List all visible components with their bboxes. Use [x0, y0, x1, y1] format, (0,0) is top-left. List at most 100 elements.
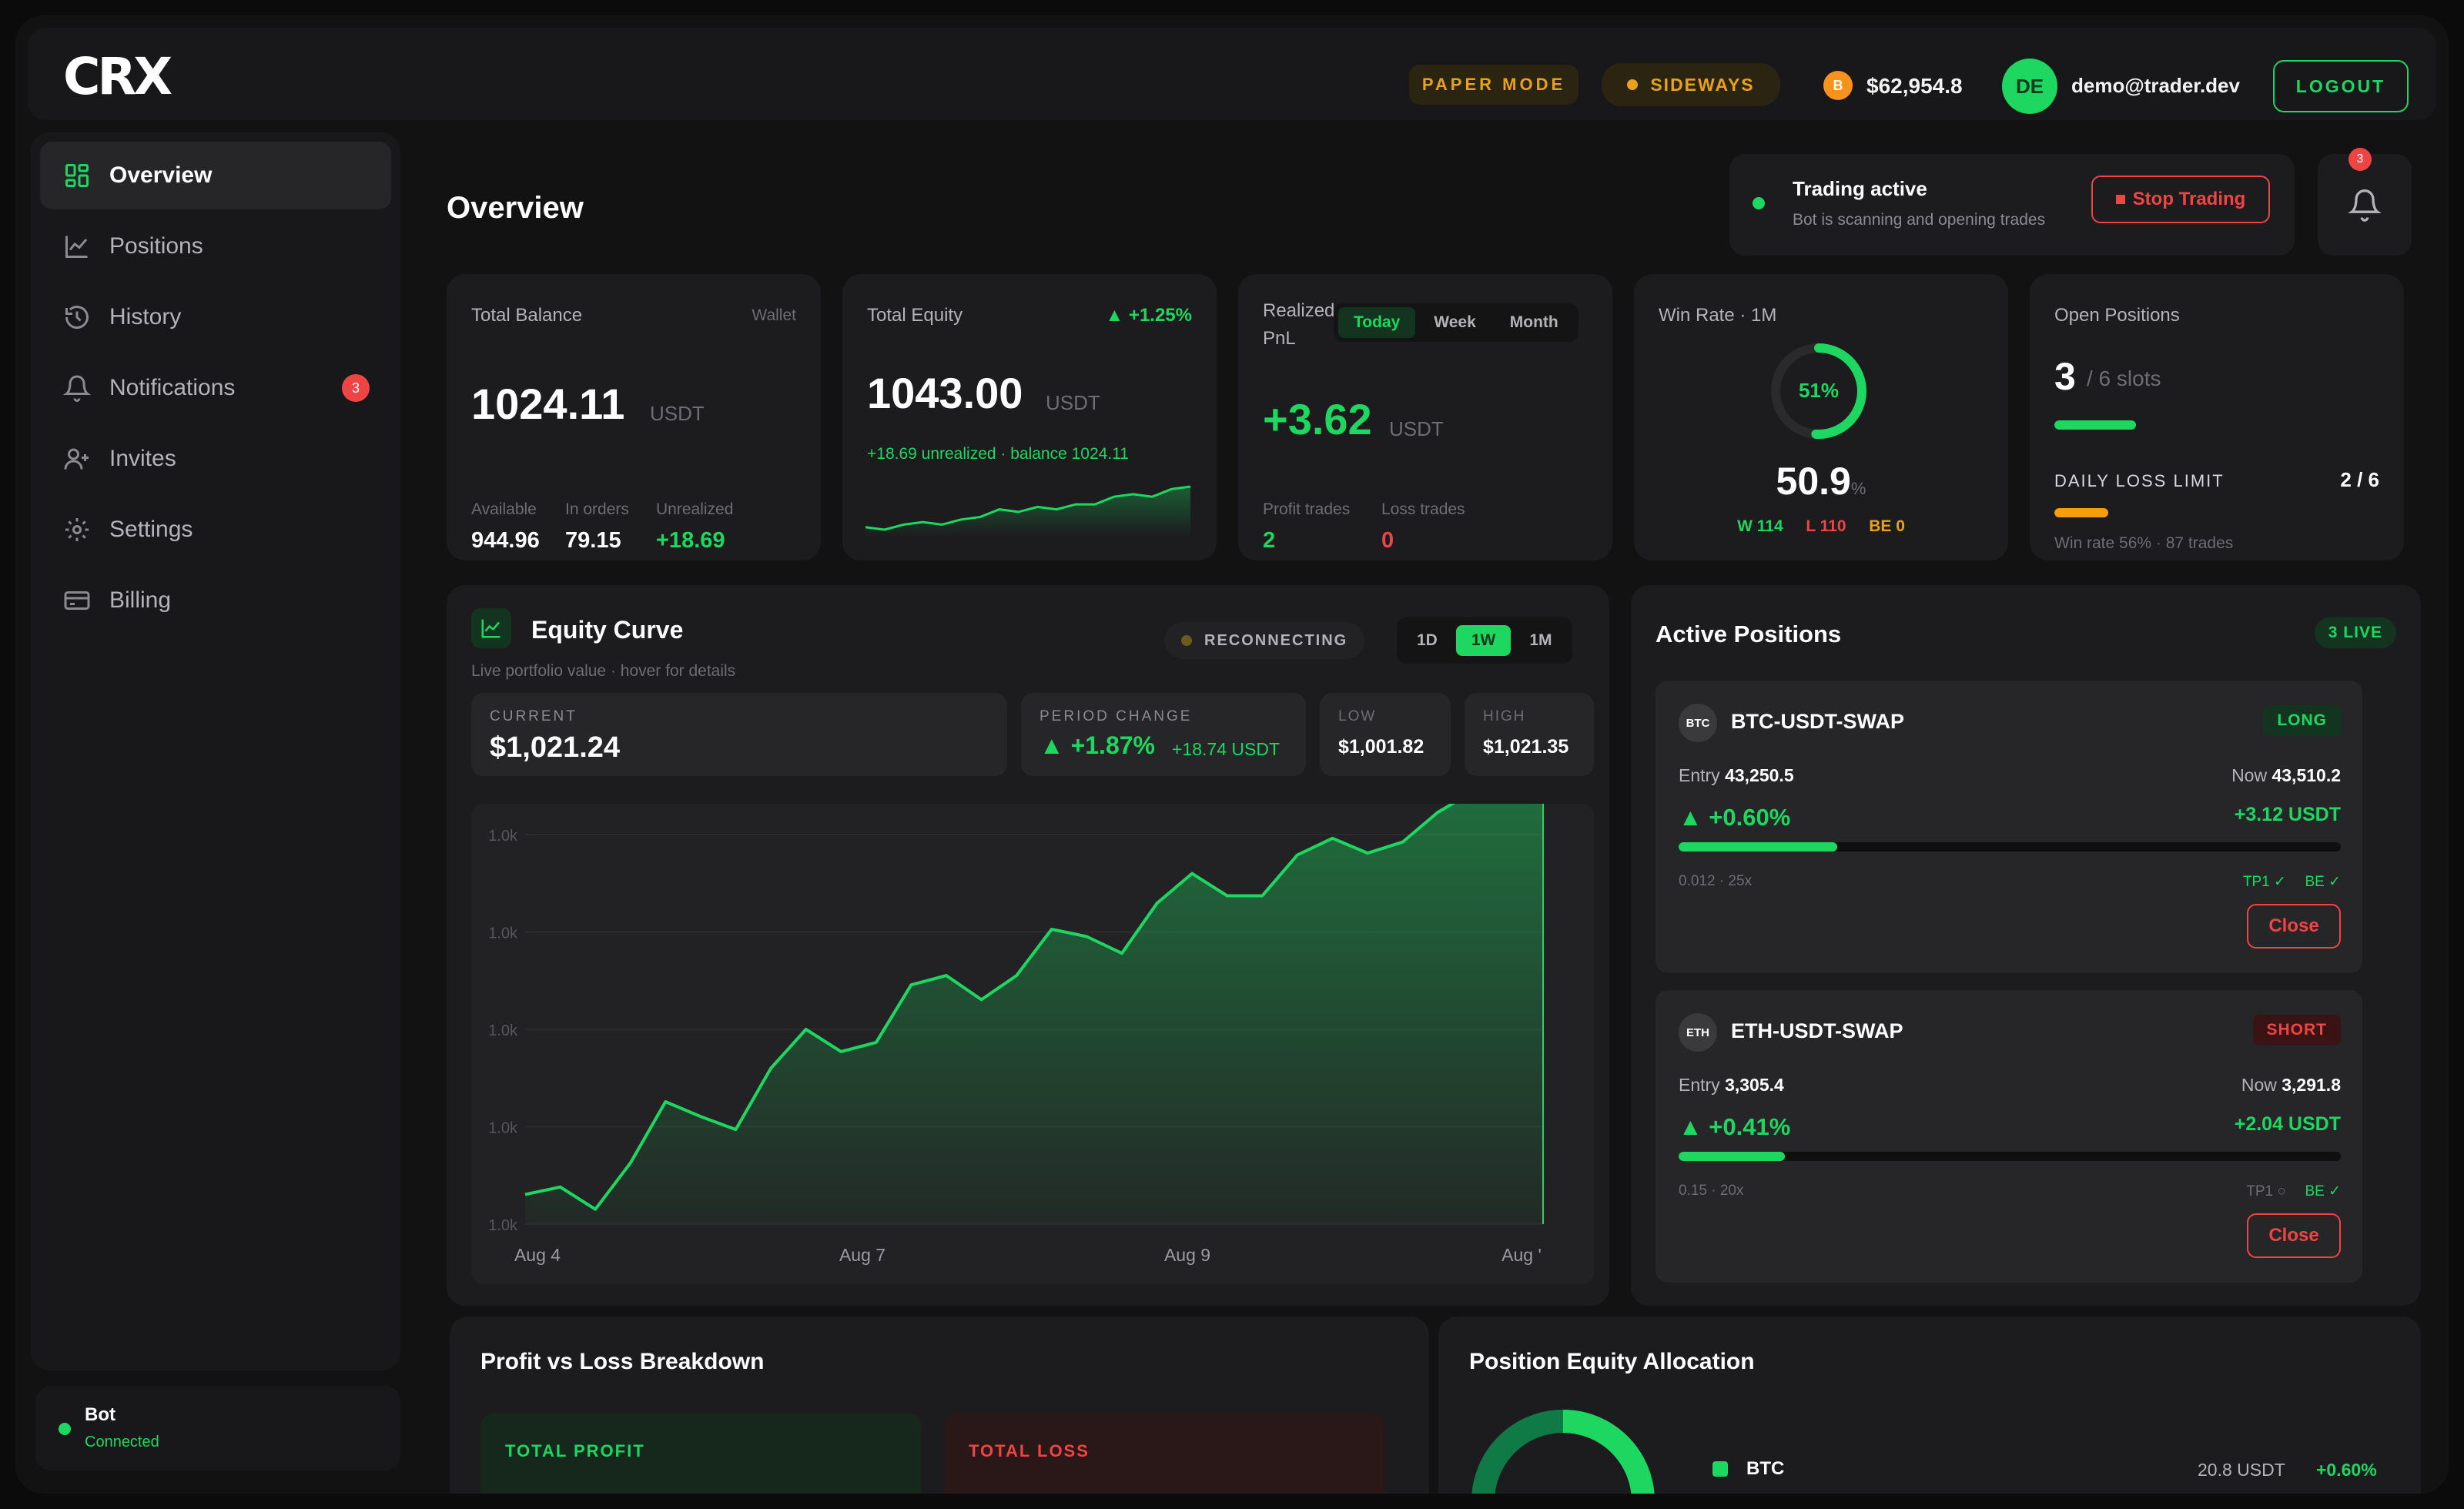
- profit-trades-label: Profit trades: [1263, 500, 1351, 518]
- win-rate-card: Win Rate · 1M 51% 50.9% W 114 L 110 BE 0: [1634, 274, 2008, 560]
- btc-price: $62,954.8: [1866, 74, 1963, 98]
- win-loss-row: W 114 L 110 BE 0: [1634, 517, 2008, 536]
- current-value-box: CURRENT $1,021.24: [471, 693, 1007, 776]
- market-state-label: SIDEWAYS: [1650, 74, 1755, 95]
- allocation-value: 20.8 USDT: [2198, 1460, 2285, 1480]
- y-tick-label: 1.0k: [488, 1022, 518, 1039]
- stop-trading-button[interactable]: Stop Trading: [2091, 176, 2270, 223]
- be-status: BE ✓: [2305, 874, 2341, 890]
- paper-mode-label: PAPER MODE: [1421, 75, 1566, 94]
- now-price: Now 43,510.2: [2231, 765, 2341, 785]
- position-targets: TP1 ✓ BE ✓: [2243, 873, 2341, 891]
- close-position-button[interactable]: Close: [2247, 1213, 2341, 1258]
- equity-curve-title: Equity Curve: [531, 616, 684, 644]
- sidebar-item-label: History: [109, 304, 182, 330]
- loss-trades-value: 0: [1381, 528, 1394, 553]
- unrealized-value: +18.69: [656, 528, 725, 553]
- svg-text:CRX: CRX: [63, 51, 172, 100]
- position-side-badge: LONG: [2263, 705, 2341, 736]
- up-triangle-icon: ▲: [1679, 1113, 1709, 1140]
- equity-area: [525, 791, 1543, 1224]
- tab-week[interactable]: Week: [1434, 313, 1476, 331]
- card-icon: [64, 591, 90, 610]
- allocation-title: Position Equity Allocation: [1469, 1349, 1755, 1374]
- sidebar-item-overview[interactable]: Overview: [40, 142, 391, 209]
- sidebar-item-notifications[interactable]: Notifications 3: [40, 354, 391, 422]
- sidebar-item-label: Settings: [109, 517, 193, 542]
- win-rate-value: 50.9: [1776, 460, 1851, 503]
- sidebar-item-billing[interactable]: Billing: [40, 567, 391, 634]
- open-positions-card: Open Positions 3 / 6 slots DAILY LOSS LI…: [2030, 274, 2404, 560]
- active-positions-card: Active Positions 3 LIVE BTC BTC-USDT-SWA…: [1631, 585, 2421, 1306]
- tp1-status: TP1 ○: [2246, 1183, 2286, 1200]
- btc-legend-swatch: [1712, 1461, 1728, 1477]
- chart-icon: [471, 608, 511, 648]
- total-equity-label: Total Equity: [867, 305, 963, 326]
- be-status: BE ✓: [2305, 1183, 2341, 1200]
- btc-coin-icon: BTC: [1679, 704, 1717, 742]
- position-progress-bar: [1679, 1152, 2341, 1161]
- tab-month[interactable]: Month: [1509, 313, 1558, 331]
- avatar[interactable]: DE: [2002, 59, 2057, 114]
- close-position-button[interactable]: Close: [2247, 904, 2341, 949]
- position-card-eth: ETH ETH-USDT-SWAP SHORT Entry 3,305.4 No…: [1656, 990, 2362, 1283]
- sidebar-item-positions[interactable]: Positions: [40, 212, 391, 280]
- tab-1w[interactable]: 1W: [1455, 625, 1512, 656]
- x-tick-label: Aug ': [1502, 1245, 1542, 1265]
- market-dot-icon: [1627, 79, 1639, 90]
- current-value: $1,021.24: [490, 731, 621, 764]
- open-positions-footer: Win rate 56% · 87 trades: [2054, 534, 2234, 552]
- position-pct: ▲ +0.60%: [1679, 804, 1791, 831]
- allocation-pct: +0.60%: [2316, 1460, 2377, 1480]
- gear-icon: [65, 518, 89, 541]
- stop-square-icon: [2115, 195, 2125, 204]
- win-rate-unit: %: [1850, 479, 1866, 498]
- open-positions-count: 3: [2054, 355, 2076, 398]
- position-progress-fill: [1679, 1152, 1785, 1161]
- crx-logo[interactable]: CRX: [63, 51, 209, 100]
- tab-1m[interactable]: 1M: [1529, 631, 1552, 649]
- user-plus-icon: [64, 448, 89, 470]
- x-tick-label: Aug 7: [839, 1245, 886, 1265]
- wins-count: W 114: [1737, 517, 1783, 535]
- period-change-label: PERIOD CHANGE: [1040, 708, 1193, 724]
- active-positions-title: Active Positions: [1656, 621, 1842, 647]
- period-change-box: PERIOD CHANGE ▲ +1.87% +18.74 USDT: [1021, 693, 1306, 776]
- in-orders-value: 79.15: [565, 528, 621, 553]
- equity-change: ▲ +1.25%: [1105, 305, 1193, 326]
- position-targets: TP1 ○ BE ✓: [2246, 1183, 2341, 1200]
- grid-icon: [65, 164, 89, 187]
- breakdown-title: Profit vs Loss Breakdown: [480, 1349, 765, 1374]
- low-value: $1,001.82: [1338, 736, 1424, 758]
- equity-chart-area[interactable]: 1.0k 1.0k 1.0k 1.0k 1.0k Aug 4 Aug 7 Aug 9 Aug ': [471, 785, 1594, 1284]
- position-progress-bar: [1679, 842, 2341, 852]
- live-count-badge: 3 LIVE: [2314, 617, 2396, 648]
- bell-count-badge: 3: [2348, 148, 2372, 171]
- sidebar-item-label: Positions: [109, 233, 203, 259]
- loss-trades-label: Loss trades: [1381, 500, 1465, 518]
- high-value: $1,021.35: [1483, 736, 1569, 758]
- losses-count: L 110: [1806, 517, 1846, 535]
- sparkline-line: [865, 485, 1191, 531]
- sidebar: Overview Positions History Notifications…: [31, 132, 400, 1370]
- slots-progress-bar: [2054, 420, 2218, 430]
- y-tick-label: 1.0k: [488, 1217, 518, 1234]
- tab-today[interactable]: Today: [1338, 307, 1416, 338]
- low-value-box: LOW $1,001.82: [1320, 693, 1451, 776]
- low-label: LOW: [1338, 708, 1377, 724]
- logout-button[interactable]: LOGOUT: [2273, 60, 2409, 112]
- realized-pnl-card: Realized PnL Today Week Month +3.62 USDT …: [1238, 274, 1612, 560]
- tab-1d[interactable]: 1D: [1417, 631, 1438, 649]
- equity-line: [524, 790, 1544, 1211]
- sidebar-item-settings[interactable]: Settings: [40, 496, 391, 564]
- period-change-pct: ▲ +1.87%: [1040, 731, 1155, 759]
- sidebar-item-history[interactable]: History: [40, 283, 391, 351]
- paper-mode-badge: PAPER MODE: [1409, 65, 1578, 105]
- wallet-tag: Wallet: [752, 306, 796, 324]
- market-state-badge: SIDEWAYS: [1602, 63, 1780, 106]
- profit-trades-value: 2: [1263, 528, 1276, 553]
- open-positions-slots: / 6 slots: [2087, 366, 2161, 390]
- sidebar-item-invites[interactable]: Invites: [40, 425, 391, 493]
- realized-pnl-value: +3.62: [1263, 395, 1372, 443]
- notifications-bell-button[interactable]: [2318, 154, 2412, 256]
